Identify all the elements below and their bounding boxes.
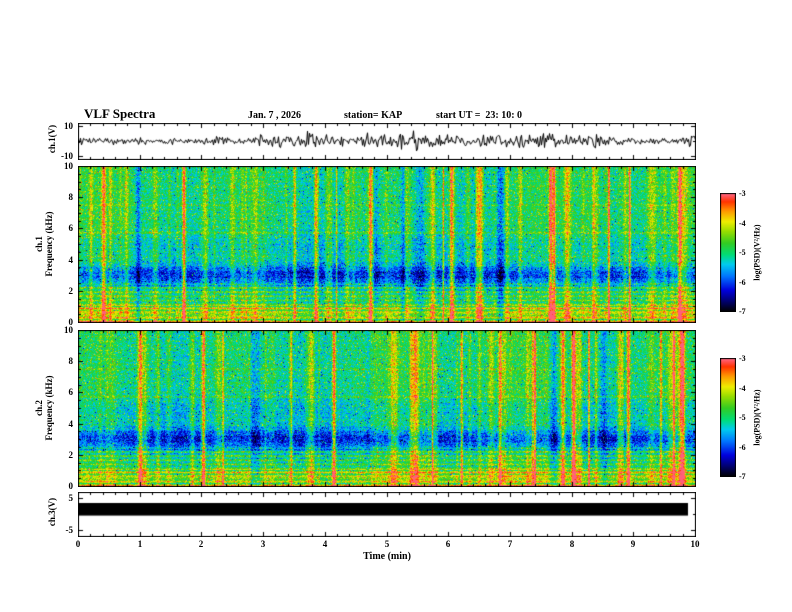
ch1-freq-tick-label: 0 <box>68 317 74 327</box>
colorbar-tick-label: -5 <box>739 248 746 257</box>
ch2-freq-tick-label: 4 <box>68 419 74 429</box>
ch2-freq-tick-label: 2 <box>68 450 74 460</box>
ch1-freq-tick-label: 2 <box>68 286 74 296</box>
ch1-y-tick-label: 10 <box>64 121 73 131</box>
colorbar-tick-label: -6 <box>739 443 746 452</box>
x-tick-label: 10 <box>690 539 700 549</box>
figure-start-ut: start UT = 23: 10: 0 <box>436 110 523 121</box>
ch2-freq-tick-label: 10 <box>64 325 73 335</box>
figure-station: station= KAP <box>344 110 403 121</box>
colorbar-tick-label: -3 <box>739 354 746 363</box>
ch2-freq-tick-label: 0 <box>68 481 74 491</box>
x-tick-label: 3 <box>260 539 266 549</box>
ch2-freq-tick-label: 6 <box>68 387 74 397</box>
ch1-freq-tick-label: 4 <box>68 255 74 265</box>
ch1-y-tick-label: -10 <box>61 151 73 161</box>
colorbar-tick-label: -6 <box>739 278 746 287</box>
ch1-freq-tick-label: 10 <box>64 161 73 171</box>
colorbar-tick-label: -5 <box>739 413 746 422</box>
ch3-y-tick-label: -5 <box>65 525 74 535</box>
ch1-freq-tick-label: 6 <box>68 223 74 233</box>
x-axis-title: Time (min) <box>363 551 411 562</box>
x-tick-label: 9 <box>630 539 636 549</box>
ch3-amplitude-plot <box>78 492 696 537</box>
ch1-spectrogram <box>78 166 696 323</box>
colorbar-ch2 <box>720 358 736 477</box>
x-tick-label: 7 <box>507 539 513 549</box>
figure-title: VLF Spectra <box>84 106 156 121</box>
ch2-freq-tick-label: 8 <box>68 356 74 366</box>
x-tick-label: 5 <box>384 539 390 549</box>
x-tick-label: 0 <box>75 539 81 549</box>
ch2-spectrogram <box>78 330 696 487</box>
colorbar-ch1 <box>720 193 736 312</box>
ch1-amplitude-plot <box>78 123 696 160</box>
ch1-freq-tick-label: 8 <box>68 192 74 202</box>
ch3-voltage-axis-label: ch.3(V) <box>47 497 57 527</box>
figure-date: Jan. 7 , 2026 <box>248 110 302 121</box>
colorbar-tick-label: -3 <box>739 189 746 198</box>
x-tick-label: 8 <box>569 539 575 549</box>
ch3-y-tick-label: 5 <box>68 493 74 503</box>
x-tick-label: 6 <box>445 539 451 549</box>
x-tick-label: 4 <box>322 539 328 549</box>
x-tick-label: 2 <box>198 539 204 549</box>
colorbar-tick-label: -7 <box>739 307 746 316</box>
colorbar-tick-label: -7 <box>739 472 746 481</box>
colorbar-tick-label: -4 <box>739 384 746 393</box>
x-tick-label: 1 <box>137 539 143 549</box>
ch2-frequency-axis-label-line1: ch.2 <box>34 400 44 416</box>
colorbar-tick-label: -4 <box>739 219 746 228</box>
